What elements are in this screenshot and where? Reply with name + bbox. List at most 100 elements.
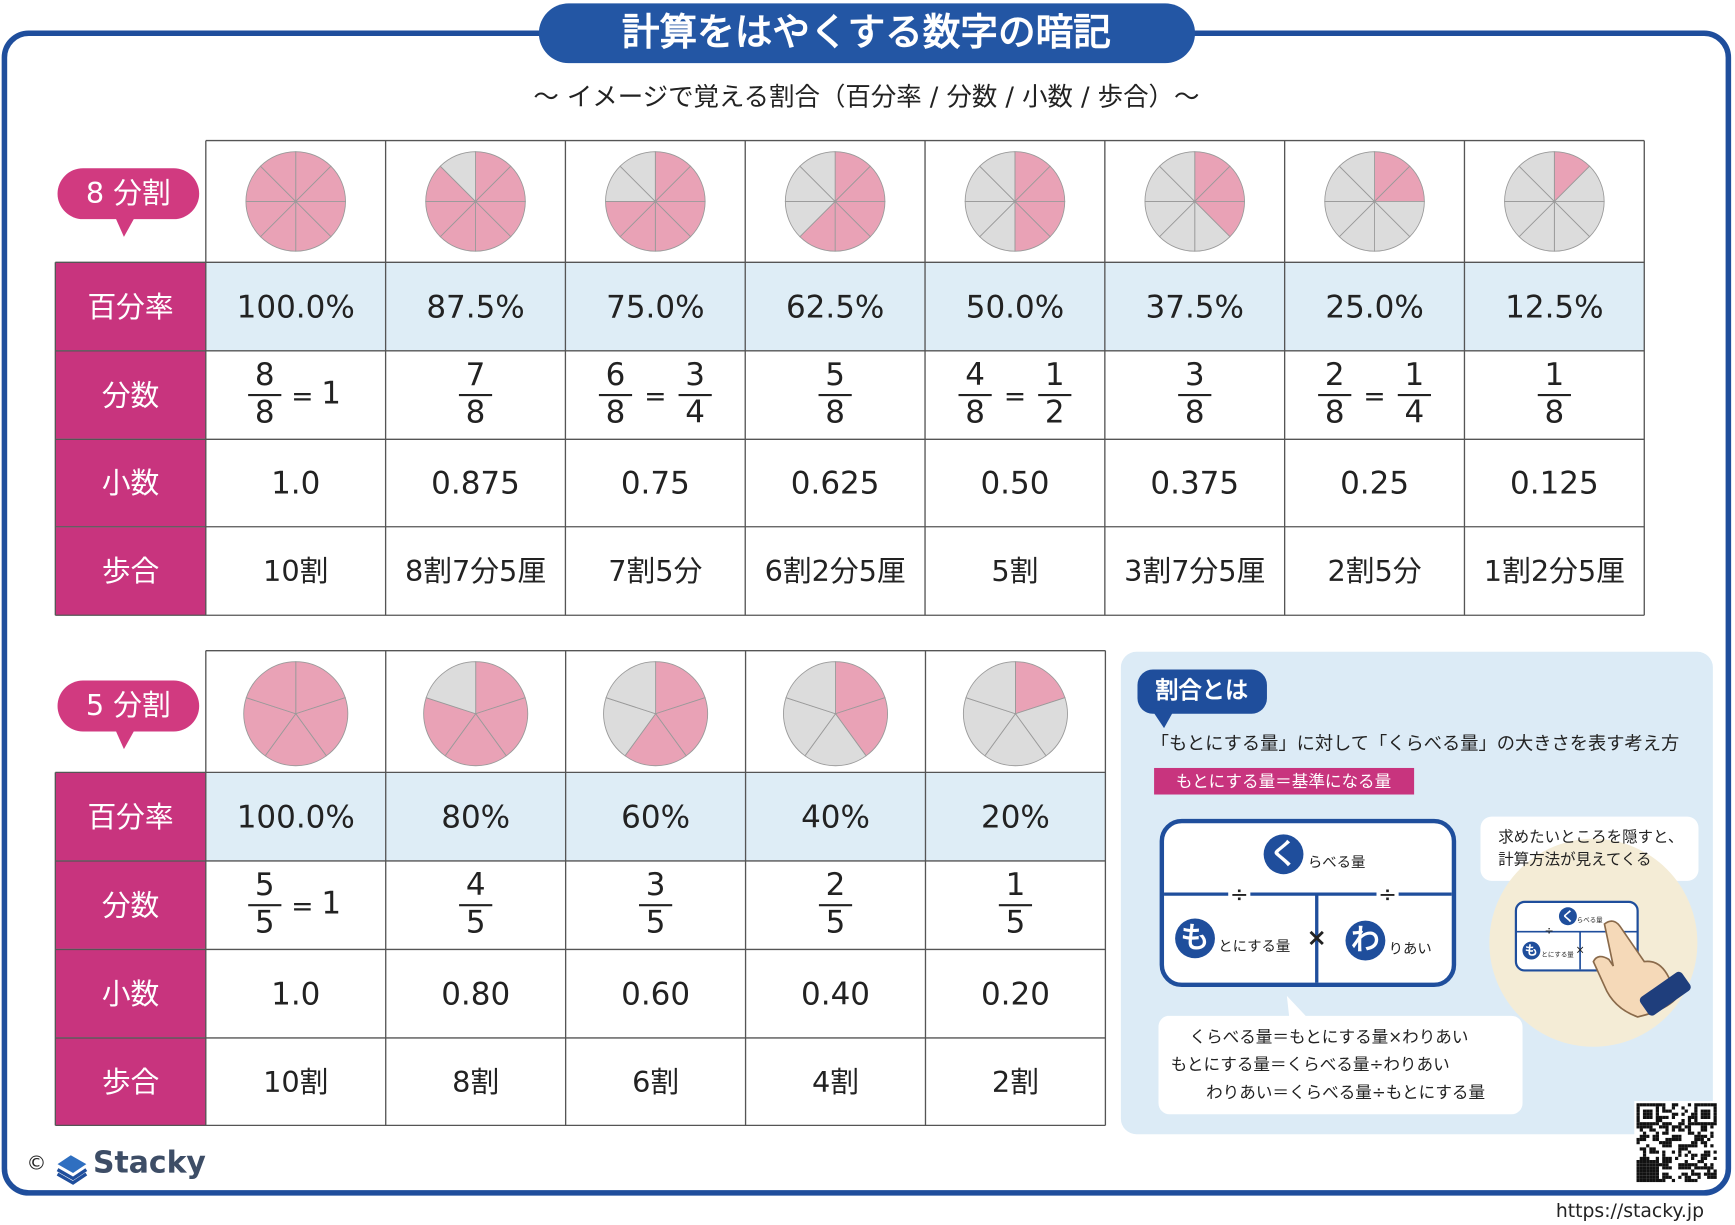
qr-module <box>1652 1169 1656 1173</box>
qr-module <box>1694 1153 1698 1157</box>
qr-module <box>1681 1163 1685 1167</box>
qr-module <box>1642 1166 1647 1170</box>
division-label: 8 分割 <box>86 176 171 210</box>
qr-module <box>1703 1134 1708 1138</box>
qr-module <box>1671 1150 1676 1154</box>
qr-module <box>1703 1141 1708 1145</box>
qr-module <box>1713 1169 1717 1173</box>
pie-slice <box>965 661 1016 715</box>
qr-module <box>1668 1166 1672 1170</box>
qr-module <box>1703 1163 1708 1167</box>
qr-module <box>1681 1106 1685 1110</box>
qr-module <box>1668 1109 1672 1113</box>
qr-module <box>1684 1147 1688 1151</box>
buai: 8割7分5厘 <box>405 554 546 588</box>
qr-module <box>1655 1175 1659 1179</box>
highlight-bg <box>1154 767 1415 795</box>
qr-module <box>1703 1125 1708 1129</box>
qr-module <box>1655 1172 1659 1176</box>
qr-module <box>1655 1166 1659 1170</box>
pie-slice <box>605 661 657 715</box>
operator: × <box>1307 922 1327 951</box>
qr-module <box>1713 1112 1717 1116</box>
qr-module <box>1642 1131 1647 1135</box>
division-label-bg <box>57 168 200 220</box>
panel-description: 「もとにする量」に対して「くらべる量」の大きさを表す考え方 <box>1151 734 1680 755</box>
qr-module <box>1652 1150 1656 1154</box>
brand: Stacky <box>93 1146 206 1181</box>
qr-module <box>1710 1131 1714 1135</box>
pie <box>245 151 346 252</box>
qr-module <box>1652 1147 1656 1151</box>
qr-module <box>1655 1137 1659 1142</box>
pie-slice <box>243 697 297 757</box>
qr-module <box>1649 1128 1653 1132</box>
qr-module <box>1681 1172 1685 1176</box>
qr-module <box>1703 1112 1708 1116</box>
buai: 7割5分 <box>608 554 702 588</box>
qr-module <box>1642 1112 1647 1116</box>
qr-module <box>1639 1178 1643 1183</box>
pie-slice <box>783 697 837 757</box>
fraction-numerator: 8 <box>255 357 275 393</box>
qr-module <box>1662 1150 1666 1154</box>
qr-module <box>1703 1115 1708 1120</box>
pie-slice <box>655 661 706 715</box>
qr-module <box>1691 1112 1695 1116</box>
qr-module <box>1649 1178 1653 1183</box>
operator-bg <box>1228 881 1251 907</box>
qr-module <box>1691 1115 1695 1120</box>
qr-module <box>1642 1156 1647 1160</box>
qr-module <box>1646 1169 1650 1173</box>
fraction-numerator: 2 <box>826 867 846 903</box>
equals: = <box>291 891 313 922</box>
qr-module <box>1658 1141 1663 1145</box>
cuff <box>1639 971 1691 1016</box>
fraction-denominator: 8 <box>466 394 486 430</box>
percent: 50.0% <box>966 289 1064 325</box>
qr-module <box>1668 1144 1672 1148</box>
initial-badge <box>1175 918 1215 959</box>
qr-module <box>1694 1141 1698 1145</box>
fraction-denominator: 8 <box>1185 394 1205 430</box>
qr-module <box>1642 1115 1647 1120</box>
qr-module <box>1678 1150 1682 1154</box>
equals: = <box>1004 381 1026 412</box>
qr-module <box>1678 1163 1682 1167</box>
pie <box>1144 151 1245 252</box>
qr-module <box>1710 1144 1714 1148</box>
qr-module <box>1697 1137 1701 1142</box>
qr-module <box>1675 1134 1679 1138</box>
qr-module <box>1665 1141 1669 1145</box>
qr-module <box>1707 1172 1711 1176</box>
qr-module <box>1658 1115 1663 1120</box>
qr-module <box>1700 1156 1704 1160</box>
qr-module <box>1662 1156 1666 1160</box>
fraction-denominator: 5 <box>255 904 275 940</box>
qr-module <box>1700 1134 1704 1138</box>
initial: も <box>1181 920 1210 954</box>
qr-module <box>1665 1166 1669 1170</box>
qr-module <box>1636 1137 1640 1142</box>
decimal: 0.40 <box>801 976 870 1012</box>
pie-slice <box>979 151 1016 203</box>
qr-module <box>1710 1163 1714 1167</box>
percent: 75.0% <box>606 289 704 325</box>
pie <box>603 661 709 767</box>
pie-slice <box>425 661 477 715</box>
percent: 100.0% <box>237 289 355 325</box>
fraction-denominator: 4 <box>1405 394 1425 430</box>
qr-module <box>1668 1137 1672 1142</box>
panel-highlight: もとにする量＝基準になる量 <box>1176 772 1391 791</box>
pie <box>963 661 1068 767</box>
buai: 2割 <box>992 1065 1039 1099</box>
row-label: 分数 <box>102 378 160 412</box>
fraction-numerator: 3 <box>1185 357 1205 393</box>
qr-module <box>1636 1115 1640 1120</box>
qr-module <box>1636 1103 1640 1107</box>
qr-module <box>1649 1150 1653 1154</box>
qr-module <box>1687 1119 1692 1123</box>
term: とにする量 <box>1541 951 1574 959</box>
qr-module <box>1636 1141 1640 1145</box>
qr-module <box>1694 1163 1698 1167</box>
